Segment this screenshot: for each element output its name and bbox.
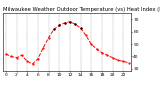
Text: Milwaukee Weather Outdoor Temperature (vs) Heat Index (Last 24 Hours): Milwaukee Weather Outdoor Temperature (v… [3,7,160,12]
